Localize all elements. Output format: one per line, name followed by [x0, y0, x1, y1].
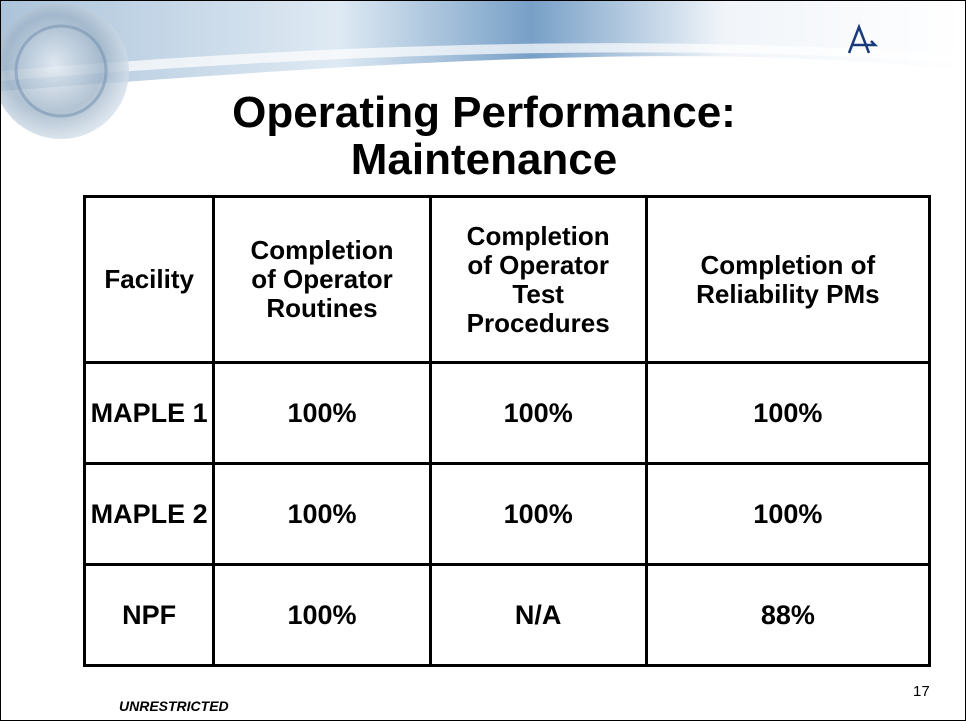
value-cell: 100%: [212, 361, 432, 465]
facility-cell: NPF: [82, 563, 216, 667]
page-number: 17: [913, 683, 930, 700]
value-cell: 100%: [212, 563, 432, 667]
facility-cell: MAPLE 1: [82, 361, 216, 465]
value-cell: N/A: [428, 563, 648, 667]
value-cell: 100%: [644, 462, 932, 566]
column-header: Completion of Operator Test Procedures: [428, 195, 648, 364]
table-row: MAPLE 2 100% 100% 100%: [82, 462, 932, 566]
facility-cell: MAPLE 2: [82, 462, 216, 566]
column-header: Completion of Operator Routines: [212, 195, 432, 364]
slide-title: Operating Performance: Maintenance: [232, 88, 736, 184]
column-header: Facility: [82, 195, 216, 364]
value-cell: 100%: [212, 462, 432, 566]
column-header: Completion of Reliability PMs: [644, 195, 932, 364]
value-cell: 100%: [644, 361, 932, 465]
header-decoration: [1, 1, 965, 139]
value-cell: 100%: [428, 361, 648, 465]
table-row: NPF 100% N/A 88%: [82, 563, 932, 667]
table-row: MAPLE 1 100% 100% 100%: [82, 361, 932, 465]
data-table: Facility Completion of Operator Routines C…: [82, 195, 932, 667]
classification-footer: UNRESTRICTED: [119, 698, 229, 714]
value-cell: 100%: [428, 462, 648, 566]
value-cell: 88%: [644, 563, 932, 667]
header-row: Facility Completion of Operator Routines C…: [82, 195, 932, 364]
